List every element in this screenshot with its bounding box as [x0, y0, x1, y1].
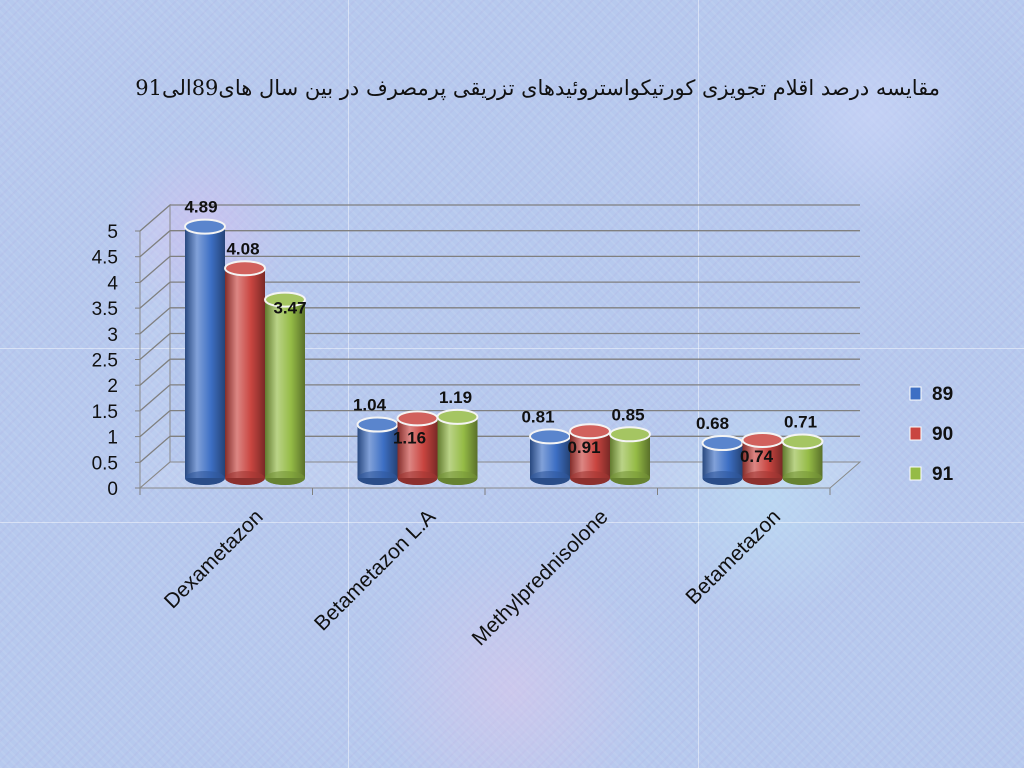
y-tick-label: 0 — [107, 479, 118, 500]
y-tick-label: 4.5 — [92, 248, 118, 269]
y-tick-label: 5 — [107, 222, 118, 243]
y-tick-label: 2.5 — [92, 351, 118, 372]
chart-title: مقایسه درصد اقلام تجویزی کورتیکواستروئید… — [135, 76, 940, 100]
data-label: 0.85 — [611, 405, 644, 424]
bar — [569, 423, 611, 485]
data-label: 0.68 — [696, 414, 729, 433]
legend-swatch — [909, 466, 922, 481]
gridline — [139, 332, 860, 360]
data-label: 0.91 — [567, 438, 600, 457]
legend-swatch — [909, 386, 922, 401]
category-label: Betametazon — [681, 505, 785, 609]
bar — [781, 433, 824, 485]
gridline — [139, 255, 860, 283]
data-label: 4.89 — [184, 198, 217, 217]
category-label: Dexametazon — [160, 505, 268, 613]
slide-guide-line — [698, 0, 699, 768]
slide-guide-line — [0, 522, 1024, 523]
data-label: 1.04 — [353, 396, 387, 415]
data-label: 1.19 — [439, 388, 472, 407]
category-label: Methylprednisolone — [468, 505, 613, 650]
legend-label: 91 — [932, 464, 954, 485]
gridline — [139, 384, 860, 412]
gridline — [139, 204, 860, 232]
bar — [609, 426, 651, 485]
data-label: 4.08 — [226, 239, 259, 258]
gridline — [139, 358, 860, 386]
bar — [396, 410, 439, 485]
bar — [741, 431, 784, 485]
gridline — [139, 307, 860, 335]
legend-swatch — [909, 426, 922, 441]
y-tick-label: 1 — [107, 428, 118, 449]
data-label: 3.47 — [273, 299, 306, 318]
y-tick-label: 4 — [107, 273, 118, 294]
bar — [529, 428, 571, 485]
y-tick-label: 0.5 — [92, 453, 118, 474]
data-label: 0.74 — [740, 447, 774, 466]
y-tick-label: 1.5 — [92, 402, 118, 423]
bar — [184, 218, 226, 485]
chart-floor — [138, 461, 862, 489]
y-tick-label: 3 — [107, 325, 118, 346]
bar — [264, 291, 306, 485]
data-label: 0.71 — [784, 413, 817, 432]
bar — [224, 260, 266, 485]
y-tick-label: 2 — [107, 376, 118, 397]
category-label: Betametazon L.A — [310, 505, 440, 635]
data-label: 0.81 — [521, 407, 554, 426]
gridline — [139, 230, 860, 258]
legend-label: 89 — [932, 384, 953, 405]
legend-label: 90 — [932, 424, 953, 445]
gridline — [139, 409, 860, 438]
slide-guide-line — [0, 348, 1024, 349]
bar — [436, 408, 479, 485]
gridline — [139, 281, 860, 309]
bar — [356, 416, 399, 485]
bar — [701, 435, 744, 485]
data-label: 1.16 — [393, 428, 426, 447]
y-tick-label: 3.5 — [92, 299, 118, 320]
slide-guide-line — [348, 0, 349, 768]
